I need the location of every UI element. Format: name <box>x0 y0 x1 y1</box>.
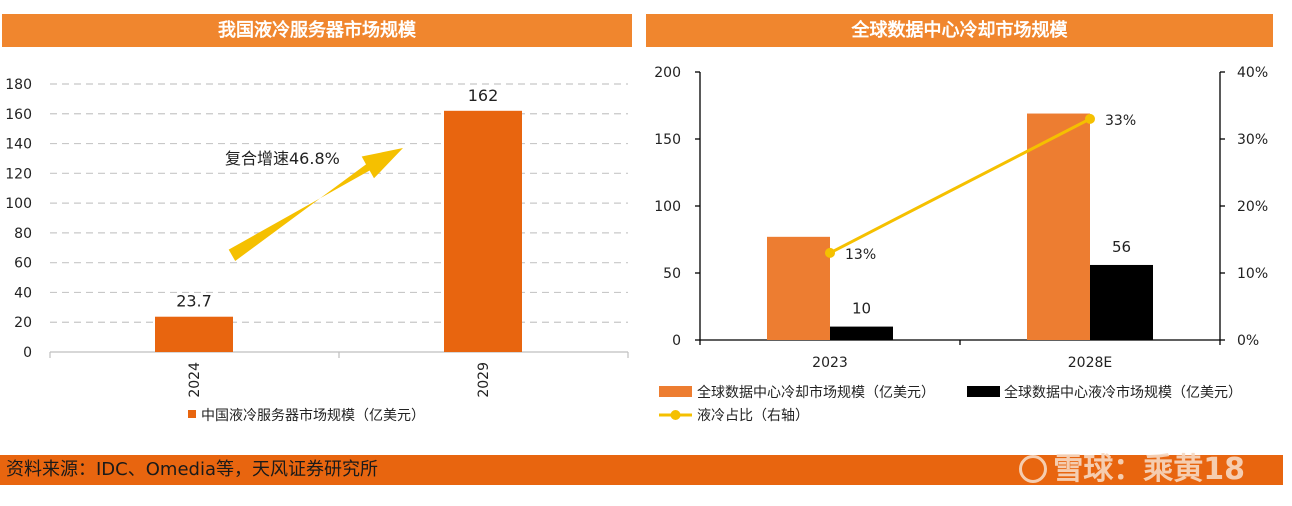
left-y-tick-label: 160 <box>5 107 32 123</box>
liquid-cooling-bar <box>830 326 893 340</box>
right-y2-tick-label: 30% <box>1237 132 1268 148</box>
share-data-label: 33% <box>1105 113 1136 129</box>
cooling-market-bar <box>1027 113 1090 340</box>
right-chart-title: 全球数据中心冷却市场规模 <box>646 14 1273 47</box>
right-y2-tick-label: 0% <box>1237 333 1259 349</box>
liquid-cooling-data-label: 56 <box>1112 238 1131 256</box>
growth-arrow-icon <box>228 148 403 261</box>
source-text: 资料来源：IDC、Omedia等，天风证券研究所 <box>6 459 378 480</box>
left-bar <box>444 110 522 352</box>
right-y-tick-label: 200 <box>654 65 681 81</box>
charts-canvas: 02040608010012014016018023.720241622029复… <box>5 65 1268 424</box>
legend-label-share: 液冷占比（右轴） <box>697 408 809 424</box>
share-point <box>1085 113 1095 124</box>
share-data-label: 13% <box>845 247 876 263</box>
liquid-cooling-data-label: 10 <box>852 300 871 318</box>
right-x-tick-label: 2023 <box>812 355 848 371</box>
left-y-tick-label: 40 <box>14 285 32 301</box>
left-y-tick-label: 180 <box>5 77 32 93</box>
right-y2-tick-label: 40% <box>1237 65 1268 81</box>
growth-annotation: 复合增速46.8% <box>225 149 340 168</box>
right-y-tick-label: 50 <box>663 266 681 282</box>
watermark: 雪球：乘黄18 <box>1019 452 1245 487</box>
left-y-tick-label: 100 <box>5 196 32 212</box>
left-y-tick-label: 0 <box>23 345 32 361</box>
right-x-tick-label: 2028E <box>1068 355 1112 371</box>
right-y-tick-label: 0 <box>672 333 681 349</box>
watermark-logo-icon <box>1019 454 1048 483</box>
share-line <box>829 117 1091 255</box>
source-bar: 资料来源：IDC、Omedia等，天风证券研究所 雪球：乘黄18 <box>0 452 1283 487</box>
left-y-tick-label: 140 <box>5 137 32 153</box>
legend-swatch-liquid <box>967 386 1000 397</box>
left-chart-title: 我国液冷服务器市场规模 <box>2 14 632 47</box>
legend-label-liquid: 全球数据中心液冷市场规模（亿美元） <box>1004 384 1242 401</box>
left-x-tick-label: 2029 <box>476 362 492 398</box>
right-y2-tick-label: 10% <box>1237 266 1268 282</box>
left-legend-label: 中国液冷服务器市场规模（亿美元） <box>201 407 425 424</box>
legend-label-cooling: 全球数据中心冷却市场规模（亿美元） <box>697 384 935 401</box>
left-bar-data-label: 23.7 <box>176 292 212 311</box>
share-point <box>825 247 835 258</box>
right-y-tick-label: 100 <box>654 199 681 215</box>
watermark-text: 雪球：乘黄18 <box>1053 452 1245 487</box>
legend-swatch-cooling <box>659 386 692 397</box>
left-y-tick-label: 60 <box>14 256 32 272</box>
left-legend-swatch <box>188 410 196 418</box>
left-y-tick-label: 20 <box>14 315 32 331</box>
left-x-tick-label: 2024 <box>187 362 203 398</box>
cooling-market-bar <box>767 236 830 340</box>
left-bar <box>155 316 233 352</box>
left-y-tick-label: 120 <box>5 166 32 182</box>
left-y-tick-label: 80 <box>14 226 32 242</box>
right-y2-tick-label: 20% <box>1237 199 1268 215</box>
liquid-cooling-bar <box>1090 264 1153 340</box>
left-bar-data-label: 162 <box>468 86 499 105</box>
right-y-tick-label: 150 <box>654 132 681 148</box>
legend-swatch-share-point <box>670 410 681 420</box>
